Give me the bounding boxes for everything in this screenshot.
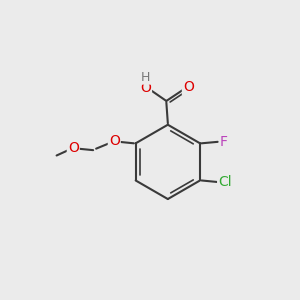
Text: O: O bbox=[68, 141, 79, 155]
Text: O: O bbox=[140, 81, 151, 95]
Text: O: O bbox=[109, 134, 120, 148]
Text: F: F bbox=[220, 135, 228, 149]
Text: O: O bbox=[183, 80, 194, 94]
Text: H: H bbox=[141, 71, 151, 84]
Text: Cl: Cl bbox=[218, 175, 232, 189]
